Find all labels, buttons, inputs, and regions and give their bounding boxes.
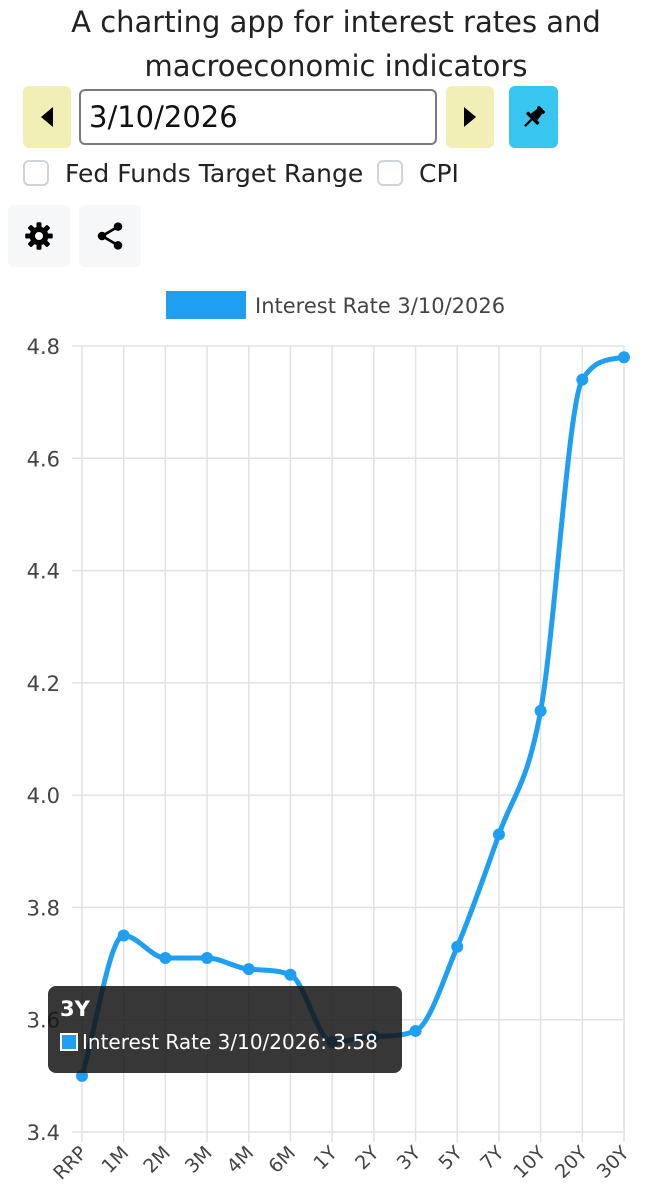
page-title: A charting app for interest rates and ma… — [0, 0, 672, 88]
yield-curve-chart: 3.4 3.6 3.8 4.0 4.2 4.4 4.6 4.8 RRP 1M 2M 3M 4M 6M 1Y 2… — [0, 280, 672, 1200]
next-date-button[interactable] — [446, 86, 494, 148]
pin-icon — [523, 105, 545, 127]
x-tick-label: 20Y — [551, 1142, 592, 1183]
caret-right-icon — [464, 107, 476, 127]
fed-funds-label: Fed Funds Target Range — [65, 158, 364, 188]
x-tick-label: RRP — [49, 1142, 91, 1184]
x-tick-label: 5Y — [434, 1142, 467, 1175]
previous-date-button[interactable] — [23, 86, 71, 148]
x-tick-label: 2M — [139, 1142, 175, 1178]
legend-swatch — [166, 291, 246, 319]
data-point-1m[interactable] — [117, 929, 130, 942]
data-point-4m[interactable] — [242, 963, 255, 976]
data-point-3y[interactable] — [409, 1024, 422, 1037]
data-point-2m[interactable] — [159, 951, 172, 964]
x-tick-label: 3M — [181, 1142, 217, 1178]
x-tick-label: 1M — [98, 1142, 134, 1178]
tooltip-text: Interest Rate 3/10/2026: 3.58 — [82, 1030, 378, 1054]
x-tick-label: 3Y — [393, 1142, 426, 1175]
cpi-label: CPI — [419, 158, 459, 188]
x-tick-label: 30Y — [593, 1142, 634, 1183]
chart-tooltip: 3Y Interest Rate 3/10/2026: 3.58 — [48, 986, 402, 1073]
fed-funds-checkbox-row[interactable]: Fed Funds Target Range — [23, 156, 363, 190]
cpi-checkbox-row[interactable]: CPI — [377, 156, 459, 190]
y-tick-label: 3.4 — [27, 1121, 60, 1145]
legend-label: Interest Rate 3/10/2026 — [255, 294, 505, 318]
x-tick-label: 10Y — [509, 1142, 550, 1183]
series-points[interactable] — [76, 351, 630, 1082]
x-tick-label: 6M — [264, 1142, 300, 1178]
gear-icon — [25, 222, 53, 250]
caret-left-icon — [41, 107, 53, 127]
x-tick-label: 2Y — [351, 1142, 384, 1175]
tooltip-row: Interest Rate 3/10/2026: 3.58 — [60, 1030, 390, 1054]
x-tick-label: 7Y — [476, 1142, 509, 1175]
data-point-3m[interactable] — [201, 951, 214, 964]
date-input[interactable] — [79, 89, 437, 145]
legend[interactable]: Interest Rate 3/10/2026 — [166, 291, 505, 319]
y-tick-label: 4.8 — [27, 335, 60, 359]
share-button[interactable] — [79, 205, 141, 267]
y-tick-label: 3.8 — [27, 896, 60, 920]
y-tick-label: 4.6 — [27, 447, 60, 471]
data-point-6m[interactable] — [284, 968, 297, 981]
data-point-10y[interactable] — [534, 704, 547, 717]
title-line-2: macroeconomic indicators — [144, 49, 528, 83]
x-tick-label: 4M — [223, 1142, 259, 1178]
data-point-20y[interactable] — [576, 373, 589, 386]
fed-funds-checkbox[interactable] — [23, 160, 49, 186]
pin-button[interactable] — [509, 86, 558, 148]
y-tick-label: 4.4 — [27, 560, 60, 584]
data-point-30y[interactable] — [618, 351, 630, 364]
tooltip-title: 3Y — [60, 997, 90, 1021]
data-point-5y[interactable] — [451, 940, 464, 953]
data-point-7y[interactable] — [492, 828, 505, 841]
tooltip-swatch — [60, 1033, 78, 1051]
cpi-checkbox[interactable] — [377, 160, 403, 186]
y-tick-label: 4.0 — [27, 784, 60, 808]
share-icon — [97, 222, 123, 250]
y-tick-label: 4.2 — [27, 672, 60, 696]
settings-button[interactable] — [8, 205, 70, 267]
x-tick-label: 1Y — [309, 1142, 342, 1175]
title-line-1: A charting app for interest rates and — [71, 5, 601, 39]
